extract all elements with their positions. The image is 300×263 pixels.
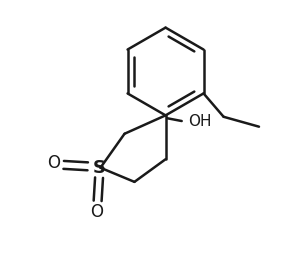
Text: O: O [90, 203, 103, 221]
Text: OH: OH [188, 114, 212, 129]
Text: S: S [92, 159, 106, 177]
Text: O: O [47, 154, 60, 173]
